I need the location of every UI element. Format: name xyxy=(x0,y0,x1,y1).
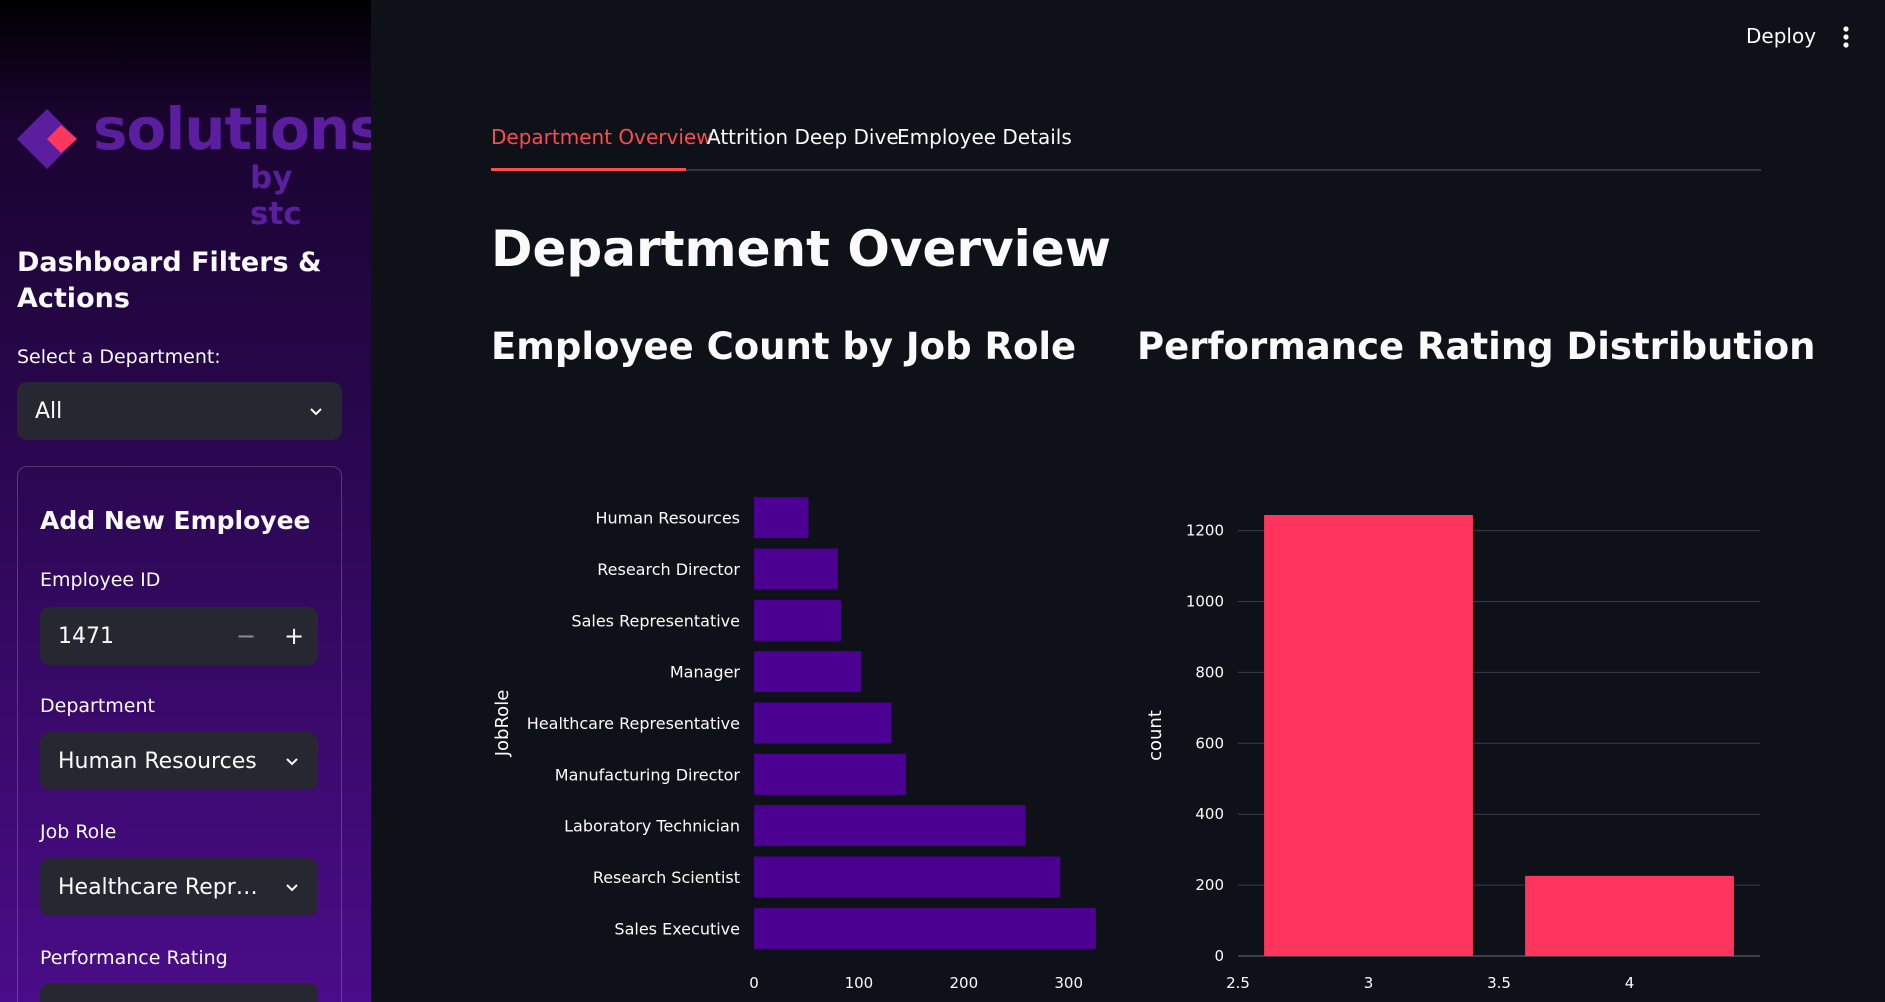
page-title: Department Overview xyxy=(491,220,1111,278)
department-select[interactable]: Human Resources xyxy=(40,732,318,790)
y-tick-label: 1000 xyxy=(1186,592,1224,610)
department-filter-label: Select a Department: xyxy=(17,346,221,368)
form-title: Add New Employee xyxy=(40,506,311,535)
employee-id-label: Employee ID xyxy=(40,569,161,591)
tab-attrition-deep-dive[interactable]: Attrition Deep Dive xyxy=(707,125,899,149)
department-filter-value: All xyxy=(35,398,63,424)
y-tick-label: 0 xyxy=(1214,947,1224,965)
chevron-down-icon xyxy=(310,408,322,416)
sidebar: solutions by stc Dashboard Filters & Act… xyxy=(0,0,371,1002)
increment-button[interactable]: + xyxy=(283,622,305,650)
x-tick-label: 200 xyxy=(949,974,978,992)
bar-5 xyxy=(754,753,907,795)
tab-bar: Department Overview Attrition Deep Dive … xyxy=(491,125,1761,171)
tab-employee-details[interactable]: Employee Details xyxy=(897,125,1072,149)
x-tick-label: 100 xyxy=(845,974,874,992)
department-value: Human Resources xyxy=(58,748,257,774)
bar-7 xyxy=(754,856,1061,898)
tab-department-overview[interactable]: Department Overview xyxy=(491,125,713,149)
performance-rating-bar-chart: 0 200 400 600 800 1000 1200 2.5 3 3.5 4 count xyxy=(1145,515,1760,992)
y-axis-label: count xyxy=(1145,710,1166,761)
job-role-chart-title: Employee Count by Job Role xyxy=(491,325,1077,368)
x-tick-label: 3 xyxy=(1364,974,1374,992)
logo-wordmark: solutions xyxy=(93,95,371,163)
category-label: Manufacturing Director xyxy=(555,765,741,784)
sidebar-title: Dashboard Filters & Actions xyxy=(17,247,322,314)
performance-rating-label: Performance Rating xyxy=(40,947,228,969)
job-role-label: Job Role xyxy=(40,821,117,843)
category-label: Research Scientist xyxy=(593,868,740,887)
employee-id-input[interactable]: 1471 − + xyxy=(40,607,318,665)
y-axis-label: JobRole xyxy=(492,690,513,758)
department-filter-select[interactable]: All xyxy=(17,382,342,440)
deploy-button[interactable]: Deploy xyxy=(1746,24,1817,48)
logo-diamond-icon xyxy=(17,109,77,169)
y-tick-label: 800 xyxy=(1195,663,1224,681)
x-tick-label: 300 xyxy=(1054,974,1083,992)
bar-3 xyxy=(754,651,862,693)
bar-0 xyxy=(1264,515,1473,956)
add-employee-form xyxy=(17,466,342,1002)
y-tick-label: 200 xyxy=(1195,876,1224,894)
bar-2 xyxy=(754,599,842,641)
decrement-button[interactable]: − xyxy=(235,622,257,650)
bar-4 xyxy=(754,702,892,744)
job-role-select[interactable]: Healthcare Repr… xyxy=(40,858,318,916)
chevron-down-icon xyxy=(286,884,298,892)
logo-byline: by stc xyxy=(250,160,302,232)
category-label: Manager xyxy=(670,663,741,682)
x-tick-label: 3.5 xyxy=(1487,974,1511,992)
category-label: Research Director xyxy=(597,560,740,579)
rating-chart-title: Performance Rating Distribution xyxy=(1137,325,1816,368)
active-tab-indicator xyxy=(491,168,686,171)
bar-6 xyxy=(754,805,1026,847)
performance-rating-select[interactable] xyxy=(40,983,318,1002)
category-label: Laboratory Technician xyxy=(564,817,740,836)
category-label: Human Resources xyxy=(596,509,741,528)
category-label: Healthcare Representative xyxy=(527,714,740,733)
stc-solutions-logo: solutions by stc xyxy=(17,95,371,232)
department-label: Department xyxy=(40,695,155,717)
bar-1 xyxy=(1525,875,1734,956)
job-role-value: Healthcare Repr… xyxy=(58,874,258,900)
job-role-bar-chart: Human Resources Research Director Sales Re… xyxy=(492,497,1096,992)
employee-id-value: 1471 xyxy=(58,623,114,649)
category-label: Sales Representative xyxy=(571,611,740,630)
x-tick-label: 2.5 xyxy=(1226,974,1250,992)
bar-0 xyxy=(754,497,809,539)
bar-1 xyxy=(754,548,838,590)
y-tick-label: 400 xyxy=(1195,805,1224,823)
category-label: Sales Executive xyxy=(614,919,740,938)
y-tick-label: 1200 xyxy=(1186,522,1224,540)
x-tick-label: 4 xyxy=(1625,974,1635,992)
bar-8 xyxy=(754,907,1096,949)
x-tick-label: 0 xyxy=(749,974,759,992)
more-menu-icon[interactable] xyxy=(1840,24,1852,50)
chevron-down-icon xyxy=(286,758,298,766)
y-tick-label: 600 xyxy=(1195,734,1224,752)
